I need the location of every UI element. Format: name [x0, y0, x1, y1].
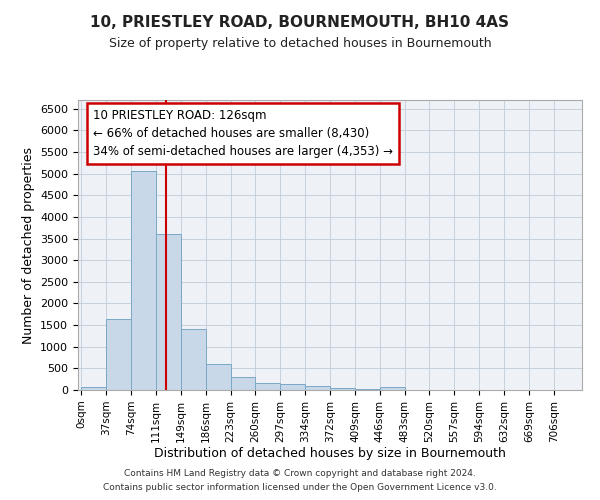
Text: Contains HM Land Registry data © Crown copyright and database right 2024.: Contains HM Land Registry data © Crown c…	[124, 468, 476, 477]
Bar	[355, 388, 380, 390]
X-axis label: Distribution of detached houses by size in Bournemouth: Distribution of detached houses by size …	[154, 448, 506, 460]
Bar	[331, 388, 355, 390]
Bar	[230, 377, 256, 390]
Bar	[305, 386, 331, 390]
Y-axis label: Number of detached properties: Number of detached properties	[22, 146, 35, 344]
Text: 10 PRIESTLEY ROAD: 126sqm
← 66% of detached houses are smaller (8,430)
34% of se: 10 PRIESTLEY ROAD: 126sqm ← 66% of detac…	[93, 108, 393, 158]
Bar	[155, 234, 181, 390]
Text: Contains public sector information licensed under the Open Government Licence v3: Contains public sector information licen…	[103, 484, 497, 492]
Bar	[181, 330, 206, 390]
Bar	[82, 387, 106, 390]
Bar	[256, 384, 280, 390]
Bar	[280, 384, 305, 390]
Text: Size of property relative to detached houses in Bournemouth: Size of property relative to detached ho…	[109, 37, 491, 50]
Bar	[206, 364, 230, 390]
Bar	[380, 388, 404, 390]
Bar	[131, 172, 155, 390]
Text: 10, PRIESTLEY ROAD, BOURNEMOUTH, BH10 4AS: 10, PRIESTLEY ROAD, BOURNEMOUTH, BH10 4A…	[91, 15, 509, 30]
Bar	[106, 318, 131, 390]
